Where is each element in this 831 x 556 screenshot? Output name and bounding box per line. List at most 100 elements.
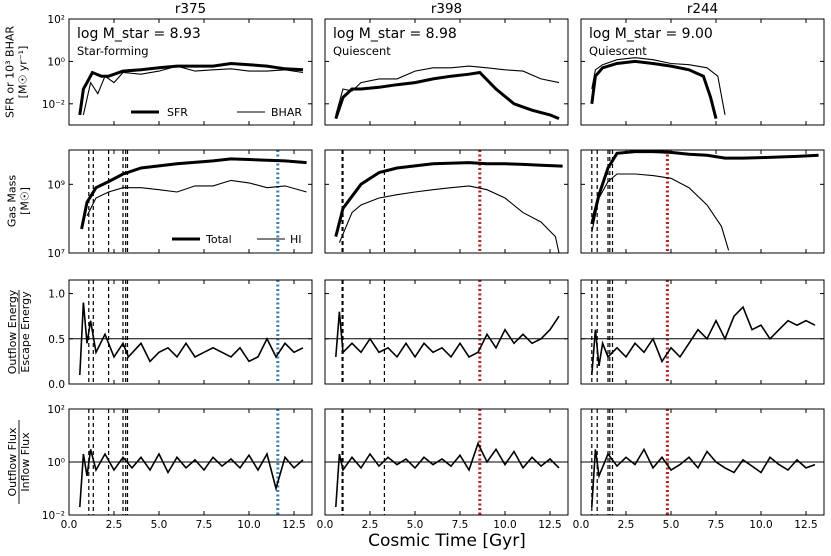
- flux-axis-label-numerator: Outflow Flux: [6, 427, 19, 496]
- energy-ratio-line: [591, 305, 816, 376]
- x-tick-label: 10.0: [237, 519, 260, 531]
- flux-ratio-line: [79, 449, 304, 508]
- sfr-axis-label-line: SFR or 10³ BHAR: [4, 26, 17, 118]
- gas-axis-label-line: [M☉]: [19, 187, 32, 215]
- gas-total-line: [80, 157, 307, 230]
- state-annotation: Quiescent: [333, 44, 391, 58]
- panel-plot-area: [581, 280, 824, 384]
- panel-plot-area: [590, 150, 819, 253]
- panel-r375-sfr: 10² 10⁰ 10⁻²: [42, 14, 313, 126]
- panel-r375-flux: 0.0 2.5 5.0 7.5 10.0 12.5 10² 10⁰ 10⁻²: [42, 404, 313, 531]
- gas-axis-label-line: Gas Mass: [6, 175, 19, 227]
- panel-plot-area: [325, 409, 568, 515]
- gas-legend: Total HI: [172, 233, 302, 246]
- y-tick-label: 10²: [47, 14, 65, 26]
- state-annotation: Quiescent: [589, 44, 647, 58]
- panel-frame: [580, 149, 825, 254]
- x-tick-label: 7.5: [708, 519, 725, 531]
- gas-hi-line: [86, 179, 307, 217]
- flux-ratio-line: [591, 447, 816, 508]
- x-tick-label: 5.0: [407, 519, 424, 531]
- sfr-line: [334, 70, 560, 120]
- legend-total-label: Total: [205, 233, 232, 246]
- column-title: r244: [687, 1, 718, 17]
- x-tick-label: 5.0: [151, 519, 168, 531]
- panel-plot-area: [334, 65, 560, 120]
- x-tick-label: 10.0: [493, 519, 516, 531]
- panel-frame: [68, 279, 313, 385]
- y-tick-label: 10²: [47, 404, 65, 416]
- gas-hi-line: [338, 185, 560, 253]
- gas-hi-line: [591, 173, 730, 251]
- mass-annotation: log M_star = 8.98: [333, 26, 457, 42]
- x-tick-label: 12.5: [538, 519, 561, 531]
- sfr-axis-label: SFR or 10³ BHAR [M☉ yr⁻¹]: [4, 26, 30, 118]
- panel-plot-area: [69, 280, 312, 384]
- panel-r398-gas: [324, 149, 569, 254]
- panel-plot-area: [325, 280, 568, 384]
- sfr-axis-label-line: [M☉ yr⁻¹]: [17, 46, 30, 99]
- x-tick-label: 5.0: [663, 519, 680, 531]
- flux-axis-label-denominator: Inflow Flux: [19, 432, 32, 492]
- panel-r244-sfr: [580, 18, 825, 126]
- x-tick-label: 2.5: [106, 519, 123, 531]
- bhar-line: [591, 57, 726, 116]
- sfr-line: [590, 59, 718, 119]
- x-tick-label: 0.0: [61, 519, 78, 531]
- energy-ratio-line: [335, 311, 560, 359]
- gas-axis-label: Gas Mass [M☉]: [6, 175, 32, 227]
- gas-total-line: [590, 150, 819, 225]
- flux-ratio-line: [335, 441, 560, 508]
- flux-axis-label: Outflow Flux Inflow Flux: [6, 420, 32, 504]
- x-tick-label: 0.0: [573, 519, 590, 531]
- x-axis-label: Cosmic Time [Gyr]: [368, 531, 526, 551]
- y-tick-label: 10⁹: [47, 179, 65, 191]
- y-tick-label: 1.0: [48, 289, 65, 301]
- x-tick-label: 12.5: [794, 519, 817, 531]
- panel-frame: [580, 18, 825, 126]
- panel-plot-area: [590, 57, 726, 119]
- y-tick-label: 0.5: [48, 334, 65, 346]
- panel-r375-energy: 1.0 0.5 0.0: [48, 279, 313, 391]
- panel-r375-gas: 10⁹ 10⁷: [47, 149, 313, 260]
- x-tick-label: 12.5: [282, 519, 305, 531]
- x-tick-label: 0.0: [317, 519, 334, 531]
- y-tick-label: 10⁷: [47, 248, 65, 260]
- panel-plot-area: [69, 409, 312, 515]
- sfr-line: [78, 61, 304, 116]
- gas-total-line: [334, 161, 563, 237]
- x-tick-label: 7.5: [196, 519, 213, 531]
- panel-frame: [324, 18, 569, 126]
- legend-sfr-label: SFR: [167, 106, 188, 119]
- legend-bhar-label: BHAR: [271, 106, 302, 119]
- y-tick-label: 10⁻²: [42, 510, 65, 522]
- bhar-line: [82, 65, 304, 116]
- panel-plot-area: [334, 150, 563, 253]
- panel-r398-energy: [324, 279, 569, 385]
- panel-frame: [324, 279, 569, 385]
- mass-annotation: log M_star = 9.00: [589, 26, 713, 42]
- y-tick-label: 10⁰: [47, 457, 65, 469]
- panel-plot-area: [581, 409, 824, 515]
- energy-ratio-line: [79, 302, 304, 376]
- energy-axis-label-numerator: Outflow Energy: [6, 289, 19, 374]
- panel-r244-energy: [580, 279, 825, 385]
- sfr-legend: SFR BHAR: [131, 106, 302, 119]
- panel-frame: [324, 149, 569, 254]
- panel-plot-area: [78, 61, 304, 116]
- mass-annotation: log M_star = 8.93: [77, 26, 201, 42]
- panel-frame: [580, 279, 825, 385]
- x-tick-label: 10.0: [749, 519, 772, 531]
- y-tick-label: 10⁻²: [42, 99, 65, 111]
- panel-frame: [68, 18, 313, 126]
- x-tick-label: 2.5: [618, 519, 635, 531]
- y-tick-label: 0.0: [48, 379, 65, 391]
- panel-r398-sfr: [324, 18, 569, 126]
- panel-r244-flux: 0.0 2.5 5.0 7.5 10.0 12.5: [573, 408, 825, 531]
- energy-axis-label-denominator: Escape Energy: [19, 291, 32, 373]
- column-title: r375: [175, 1, 206, 17]
- panel-r398-flux: 0.0 2.5 5.0 7.5 10.0 12.5: [317, 408, 569, 531]
- y-tick-label: 10⁰: [47, 56, 65, 68]
- panel-r244-gas: [580, 149, 825, 254]
- panel-frame: [68, 149, 313, 254]
